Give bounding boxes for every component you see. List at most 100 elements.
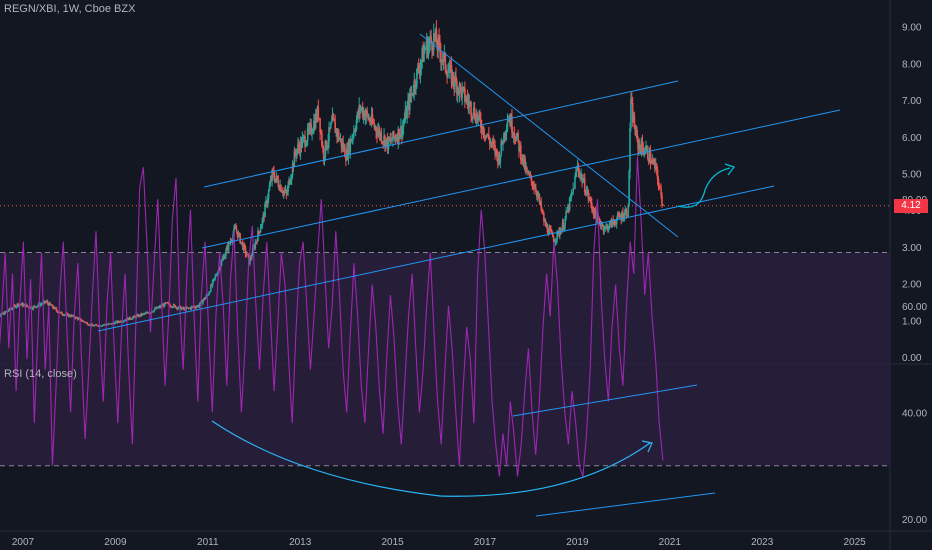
candle-body bbox=[500, 140, 503, 155]
candle-body bbox=[360, 108, 362, 111]
candle-body bbox=[527, 171, 529, 175]
candle-body bbox=[171, 306, 173, 308]
candle-body bbox=[552, 237, 555, 242]
candle-body bbox=[444, 53, 447, 70]
candle-body bbox=[122, 321, 124, 323]
candle-body bbox=[548, 228, 551, 235]
candle-body bbox=[589, 198, 591, 200]
candle-body bbox=[109, 323, 112, 325]
candle-body bbox=[294, 151, 297, 154]
candle-body bbox=[353, 130, 356, 132]
time-axis-tick: 2023 bbox=[751, 537, 774, 548]
candle-body bbox=[503, 132, 505, 144]
candle-body bbox=[334, 121, 337, 133]
candle-body bbox=[527, 173, 530, 175]
candle-body bbox=[139, 314, 141, 317]
candle-body bbox=[44, 300, 46, 303]
candle-body bbox=[127, 318, 130, 321]
price-axis-tick: 3.00 bbox=[902, 243, 922, 254]
candle-body bbox=[424, 48, 426, 51]
price-axis-tick: 0.00 bbox=[902, 353, 922, 364]
candle-body bbox=[115, 321, 117, 323]
candle-body bbox=[305, 144, 307, 147]
candle-body bbox=[554, 241, 557, 243]
candle-body bbox=[456, 88, 459, 95]
candle-body bbox=[210, 285, 213, 287]
candle-body bbox=[602, 224, 605, 231]
candle-body bbox=[307, 127, 310, 131]
candle-body bbox=[194, 306, 196, 308]
candle-body bbox=[381, 141, 384, 143]
candle-body bbox=[408, 93, 411, 111]
candle-body bbox=[91, 324, 94, 326]
candle-body bbox=[218, 268, 221, 270]
rsi-axis-tick: 20.00 bbox=[902, 515, 927, 526]
candle-body bbox=[149, 312, 152, 314]
candle-body bbox=[341, 142, 344, 147]
candle-body bbox=[183, 308, 186, 310]
candle-body bbox=[513, 134, 516, 139]
candle-body bbox=[633, 116, 636, 129]
candle-body bbox=[346, 148, 349, 158]
candle-body bbox=[425, 39, 428, 49]
candle-body bbox=[481, 126, 484, 133]
candle-body bbox=[61, 314, 64, 316]
candle-body bbox=[312, 130, 314, 134]
candle-body bbox=[563, 225, 566, 230]
candle-body bbox=[497, 154, 500, 163]
candle-body bbox=[46, 301, 49, 304]
candle-body bbox=[337, 131, 340, 140]
candle-body bbox=[393, 137, 396, 139]
candle-body bbox=[147, 313, 150, 315]
candle-body bbox=[431, 41, 433, 50]
candle-body bbox=[182, 307, 185, 309]
candle-body bbox=[464, 88, 466, 102]
candle-body bbox=[578, 171, 581, 177]
price-axis-tick: 7.00 bbox=[902, 96, 922, 107]
candle-body bbox=[187, 307, 190, 309]
candle-body bbox=[650, 163, 653, 165]
candle-body bbox=[60, 311, 63, 315]
candle-body bbox=[20, 304, 22, 306]
candle-body bbox=[59, 312, 61, 314]
candle-body bbox=[56, 310, 59, 313]
candle-body bbox=[223, 256, 226, 259]
candle-body bbox=[318, 117, 321, 119]
candle-body bbox=[331, 114, 334, 121]
candle-body bbox=[575, 169, 578, 172]
candle-body bbox=[567, 206, 569, 213]
candle-body bbox=[55, 308, 58, 311]
candle-body bbox=[274, 177, 276, 182]
candle-body bbox=[141, 313, 144, 316]
candle-body bbox=[630, 99, 632, 129]
candle-body bbox=[371, 114, 374, 123]
candle-body bbox=[186, 307, 189, 309]
candle-body bbox=[68, 314, 70, 317]
candle-body bbox=[653, 161, 655, 163]
candle-body bbox=[13, 305, 16, 307]
candle-body bbox=[531, 181, 534, 187]
candle-body bbox=[453, 82, 455, 87]
candle-body bbox=[432, 49, 434, 51]
time-axis-tick: 2007 bbox=[12, 537, 35, 548]
candle-body bbox=[279, 185, 281, 191]
candle-body bbox=[23, 304, 26, 306]
candle-body bbox=[335, 129, 337, 133]
candle-body bbox=[601, 224, 604, 226]
candle-body bbox=[320, 132, 322, 134]
candle-body bbox=[402, 123, 405, 127]
candle-body bbox=[288, 179, 290, 185]
candle-body bbox=[511, 116, 513, 133]
candle-body bbox=[277, 180, 280, 187]
candle-body bbox=[315, 113, 318, 121]
candle-body bbox=[287, 184, 289, 192]
candle-body bbox=[651, 160, 654, 164]
candle-body bbox=[285, 190, 288, 194]
candle-body bbox=[166, 302, 169, 304]
candle-body bbox=[60, 311, 62, 313]
candle-body bbox=[458, 83, 461, 94]
candle-body bbox=[582, 181, 584, 183]
candle-body bbox=[509, 119, 511, 126]
